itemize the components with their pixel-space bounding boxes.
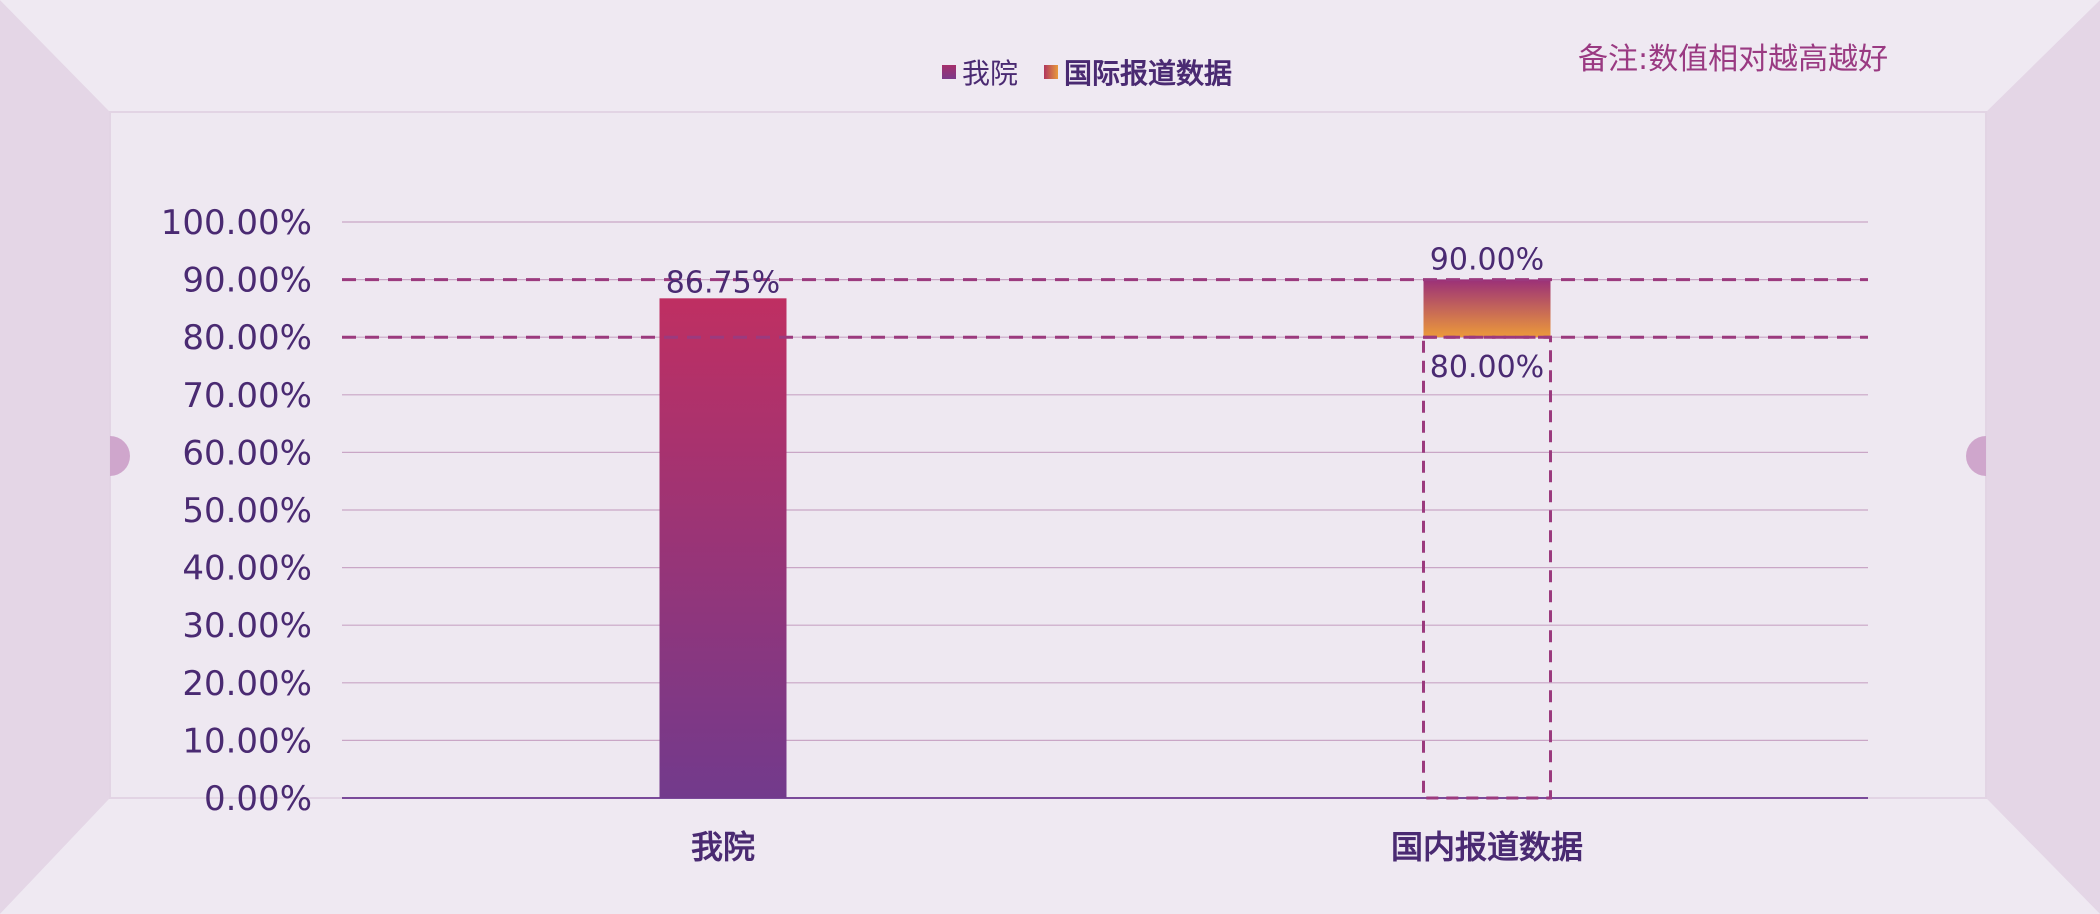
- legend-swatch: [942, 65, 956, 79]
- y-tick-label: 80.00%: [182, 318, 312, 358]
- y-tick-label: 50.00%: [182, 491, 312, 531]
- data-label: 86.75%: [666, 265, 780, 300]
- note: 备注:数值相对越高越好: [1578, 42, 1889, 77]
- y-tick-label: 100.00%: [161, 203, 312, 243]
- bar-international-range: [1423, 279, 1551, 338]
- y-tick-label: 0.00%: [204, 779, 312, 819]
- y-tick-label: 30.00%: [182, 606, 312, 646]
- y-tick-label: 70.00%: [182, 376, 312, 416]
- data-label: 90.00%: [1430, 243, 1544, 278]
- y-tick-label: 40.00%: [182, 549, 312, 589]
- y-tick-label: 90.00%: [182, 261, 312, 301]
- x-tick-label: 国内报道数据: [1391, 828, 1583, 866]
- data-label: 80.00%: [1430, 350, 1544, 385]
- legend-item-our-hospital[interactable]: 我院: [942, 52, 1018, 92]
- range-base-outline: [1422, 335, 1552, 800]
- legend-swatch: [1044, 65, 1059, 79]
- y-tick-label: 20.00%: [182, 664, 312, 704]
- legend-item-international[interactable]: 国际报道数据: [1044, 52, 1232, 92]
- bar-our-hospital: [659, 298, 787, 798]
- legend: 我院 国际报道数据: [942, 52, 1258, 92]
- x-tick-label: 我院: [691, 828, 755, 866]
- legend-label: 国际报道数据: [1064, 57, 1233, 90]
- legend-label: 我院: [962, 57, 1019, 90]
- y-tick-label: 60.00%: [182, 433, 312, 473]
- y-tick-label: 10.00%: [182, 721, 312, 761]
